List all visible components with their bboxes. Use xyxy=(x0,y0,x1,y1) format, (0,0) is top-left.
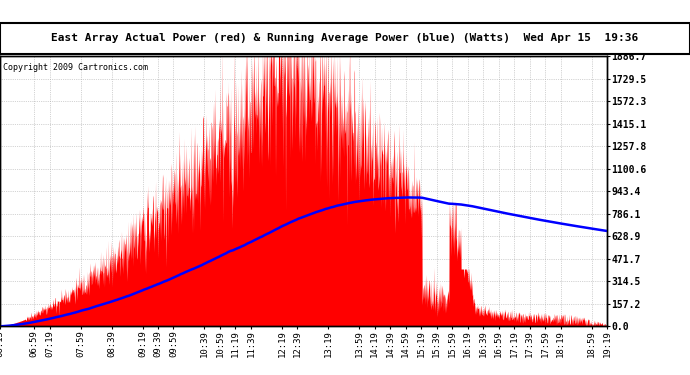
Text: East Array Actual Power (red) & Running Average Power (blue) (Watts)  Wed Apr 15: East Array Actual Power (red) & Running … xyxy=(51,33,639,44)
Text: Copyright 2009 Cartronics.com: Copyright 2009 Cartronics.com xyxy=(3,63,148,72)
FancyBboxPatch shape xyxy=(0,22,690,54)
